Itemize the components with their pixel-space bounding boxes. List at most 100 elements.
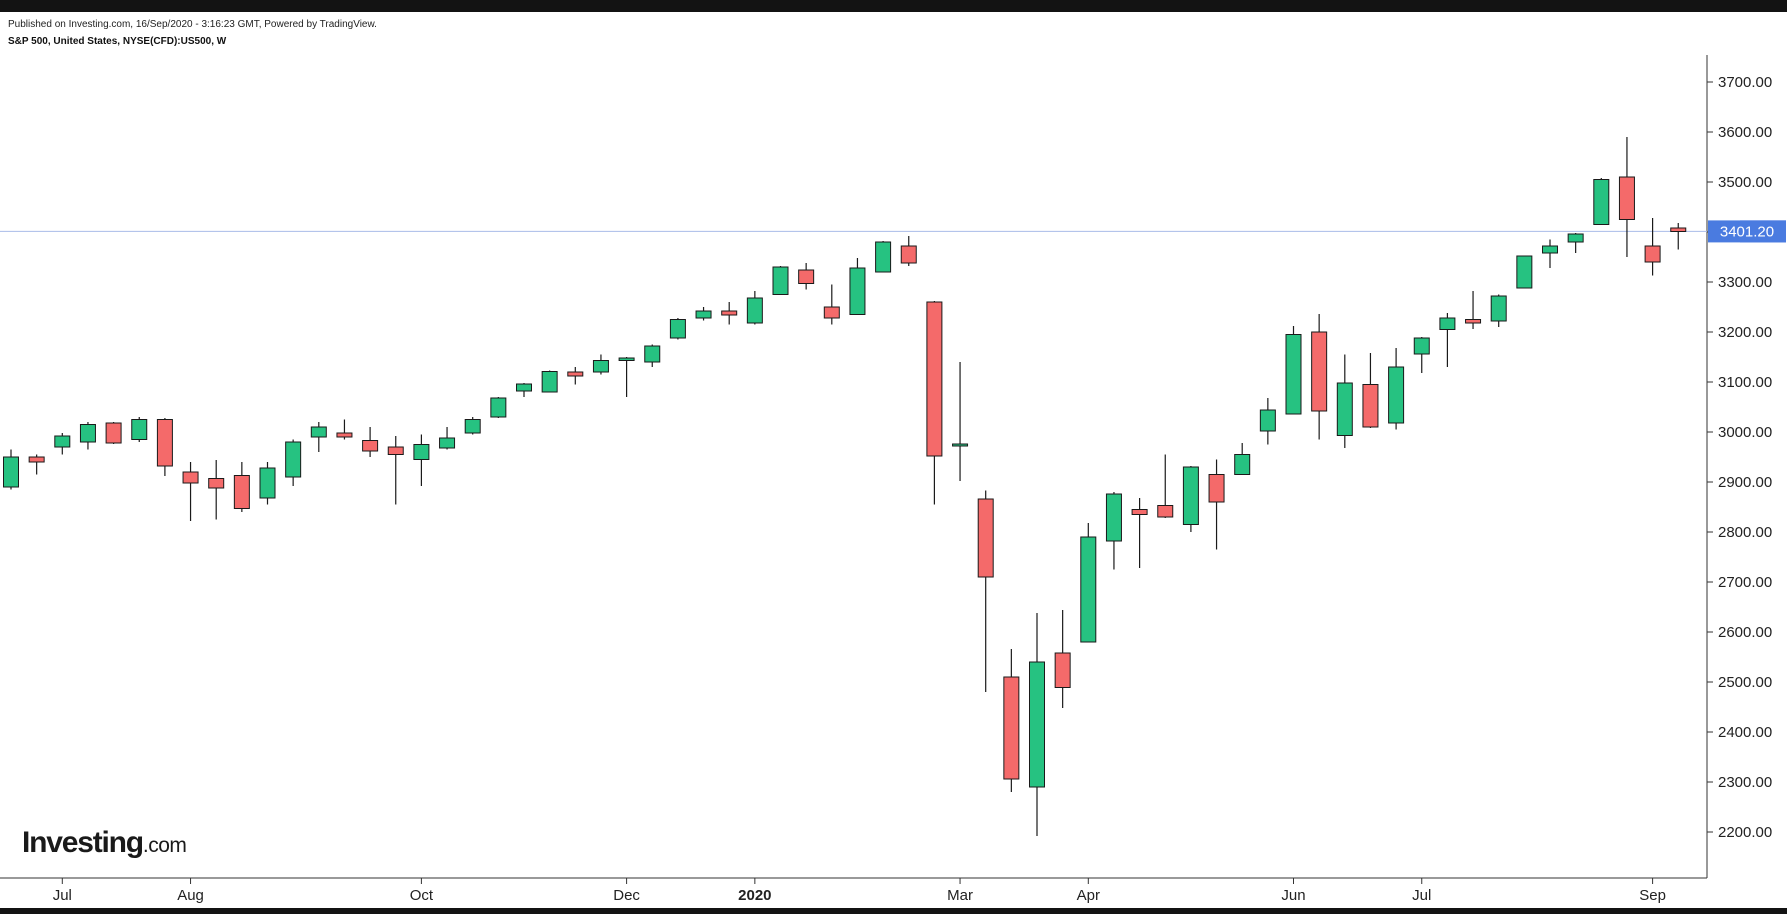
x-tick-label: Jul bbox=[1412, 887, 1431, 904]
y-tick-label: 2800.00 bbox=[1718, 524, 1772, 541]
x-tick-label: Sep bbox=[1639, 887, 1666, 904]
candle-up bbox=[952, 443, 969, 447]
candle-up bbox=[849, 267, 866, 315]
candle-up bbox=[1105, 493, 1122, 542]
candle-up bbox=[1593, 179, 1610, 225]
candle-up bbox=[695, 310, 712, 319]
candle-down bbox=[1311, 331, 1328, 412]
investing-logo: Investing.com bbox=[22, 826, 187, 860]
x-tick-label: Dec bbox=[613, 887, 640, 904]
candle-up bbox=[259, 467, 276, 499]
candle-down bbox=[208, 478, 225, 489]
candle-up bbox=[54, 435, 71, 448]
candle-down bbox=[823, 306, 840, 319]
candle-up bbox=[131, 419, 148, 440]
candle-up bbox=[669, 319, 686, 339]
y-tick-label: 3300.00 bbox=[1718, 274, 1772, 291]
candle-down bbox=[900, 245, 917, 264]
candle-up bbox=[1542, 245, 1558, 254]
y-tick-label: 2600.00 bbox=[1718, 624, 1772, 641]
candle-up bbox=[1388, 366, 1405, 424]
candle-down bbox=[28, 456, 45, 463]
candle-up bbox=[464, 419, 481, 434]
y-tick-label: 3200.00 bbox=[1718, 324, 1772, 341]
y-tick-label: 3000.00 bbox=[1718, 424, 1772, 441]
x-tick-label: Jun bbox=[1281, 887, 1305, 904]
candle-up bbox=[618, 357, 635, 361]
y-tick-label: 3100.00 bbox=[1718, 374, 1772, 391]
candle-down bbox=[156, 419, 173, 467]
candle-down bbox=[926, 301, 943, 457]
y-tick-label: 2200.00 bbox=[1718, 824, 1772, 841]
candle-up bbox=[746, 297, 763, 324]
candle-up bbox=[310, 426, 327, 438]
candle-down bbox=[567, 371, 584, 377]
x-tick-label: 2020 bbox=[738, 887, 771, 904]
candle-up bbox=[413, 444, 430, 460]
candle-up bbox=[439, 437, 456, 449]
logo-domain: .com bbox=[142, 834, 187, 857]
last-price-badge-bg bbox=[1708, 220, 1786, 243]
candle-up bbox=[1259, 409, 1276, 432]
candle-down bbox=[1003, 676, 1020, 780]
y-tick-label: 2400.00 bbox=[1718, 724, 1772, 741]
bottom-bar bbox=[0, 908, 1787, 914]
candle-up bbox=[875, 241, 892, 273]
candle-up bbox=[285, 441, 302, 478]
candle-up bbox=[541, 371, 558, 393]
candle-up bbox=[1234, 454, 1251, 475]
candle-up bbox=[1080, 536, 1097, 643]
candle-up bbox=[1516, 255, 1533, 289]
y-tick-label: 3500.00 bbox=[1718, 174, 1772, 191]
candle-down bbox=[1362, 384, 1379, 428]
logo-brand: Investing bbox=[22, 826, 144, 859]
candle-up bbox=[1336, 382, 1353, 436]
candle-up bbox=[1413, 337, 1430, 355]
top-bar bbox=[0, 0, 1787, 12]
candle-down bbox=[1670, 227, 1687, 232]
candle-down bbox=[1618, 176, 1635, 220]
y-tick-label: 2700.00 bbox=[1718, 574, 1772, 591]
candle-down bbox=[977, 498, 994, 578]
candle-down bbox=[387, 446, 404, 455]
candle-up bbox=[1182, 466, 1199, 525]
candle-down bbox=[1208, 474, 1225, 503]
candle-up bbox=[1029, 661, 1045, 788]
x-tick-label: Jul bbox=[53, 887, 72, 904]
y-tick-label: 2500.00 bbox=[1718, 674, 1772, 691]
candle-down bbox=[1054, 652, 1071, 688]
x-tick-label: Mar bbox=[947, 887, 973, 904]
y-tick-label: 3600.00 bbox=[1718, 124, 1772, 141]
y-tick-label: 3700.00 bbox=[1718, 74, 1772, 91]
candle-down bbox=[105, 422, 122, 444]
candle-up bbox=[490, 397, 507, 418]
candle-down bbox=[336, 432, 353, 438]
x-tick-label: Oct bbox=[410, 887, 434, 904]
last-price-label: 3401.20 bbox=[1720, 223, 1774, 240]
candle-up bbox=[1439, 317, 1456, 330]
candle-down bbox=[798, 269, 815, 284]
published-info: Published on Investing.com, 16/Sep/2020 … bbox=[8, 19, 377, 30]
candle-up bbox=[1567, 233, 1584, 243]
candle-up bbox=[644, 345, 661, 363]
candle-down bbox=[233, 475, 250, 509]
candle-down bbox=[362, 440, 379, 452]
candle-up bbox=[1285, 334, 1302, 415]
x-tick-label: Aug bbox=[177, 887, 204, 904]
y-tick-label: 2300.00 bbox=[1718, 774, 1772, 791]
candle-down bbox=[1131, 509, 1148, 515]
candle-down bbox=[721, 310, 738, 316]
candle-up bbox=[772, 266, 789, 295]
y-tick-label: 2900.00 bbox=[1718, 474, 1772, 491]
chart-symbol-title: S&P 500, United States, NYSE(CFD):US500,… bbox=[8, 36, 227, 47]
candle-up bbox=[3, 456, 19, 488]
candle-up bbox=[1490, 295, 1507, 322]
candle-up bbox=[516, 383, 532, 392]
x-tick-label: Apr bbox=[1077, 887, 1100, 904]
candle-up bbox=[79, 424, 96, 443]
candle-down bbox=[1157, 505, 1174, 518]
candle-down bbox=[1465, 319, 1482, 324]
candle-down bbox=[182, 471, 199, 484]
candle-down bbox=[1644, 245, 1661, 263]
